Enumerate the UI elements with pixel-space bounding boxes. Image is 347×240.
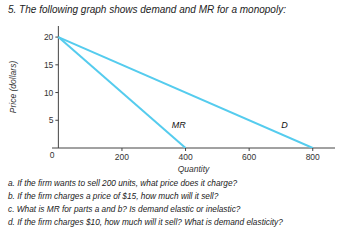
x-axis-label: Quantity xyxy=(178,164,210,174)
series-line xyxy=(58,37,185,148)
footnote: d. If the firm charges $10, how much wil… xyxy=(8,217,283,227)
title: 5. The following graph shows demand and … xyxy=(8,4,286,15)
y-tick-label: 5 xyxy=(49,115,54,125)
y-tick xyxy=(55,64,58,65)
x-tick-label: 800 xyxy=(306,152,320,162)
y-tick xyxy=(55,37,58,38)
chart: 5. The following graph shows demand and … xyxy=(0,0,347,240)
x-tick-label: 200 xyxy=(115,152,129,162)
footnote: b. If the firm charges a price of $15, h… xyxy=(8,191,219,201)
x-tick xyxy=(312,148,313,151)
x-tick-label: 400 xyxy=(178,152,192,162)
plot-lines xyxy=(58,37,312,148)
x-tick xyxy=(121,148,122,151)
x-tick xyxy=(185,148,186,151)
y-tick xyxy=(55,120,58,121)
y-tick xyxy=(55,92,58,93)
origin-label: 0 xyxy=(50,150,55,160)
x-axis xyxy=(52,148,335,149)
x-tick xyxy=(249,148,250,151)
y-tick-label: 15 xyxy=(44,60,54,70)
y-axis xyxy=(58,26,59,148)
series-label: D xyxy=(281,120,288,130)
y-tick-label: 20 xyxy=(44,32,54,42)
footnote: c. What is MR for parts a and b? Is dema… xyxy=(8,204,241,214)
series-label: MR xyxy=(172,120,186,130)
y-tick-label: 10 xyxy=(44,88,54,98)
x-tick-label: 600 xyxy=(242,152,256,162)
y-axis-label: Price (dollars) xyxy=(8,61,18,114)
series-line xyxy=(58,37,312,148)
footnote: a. If the firm wants to sell 200 units, … xyxy=(8,178,238,188)
